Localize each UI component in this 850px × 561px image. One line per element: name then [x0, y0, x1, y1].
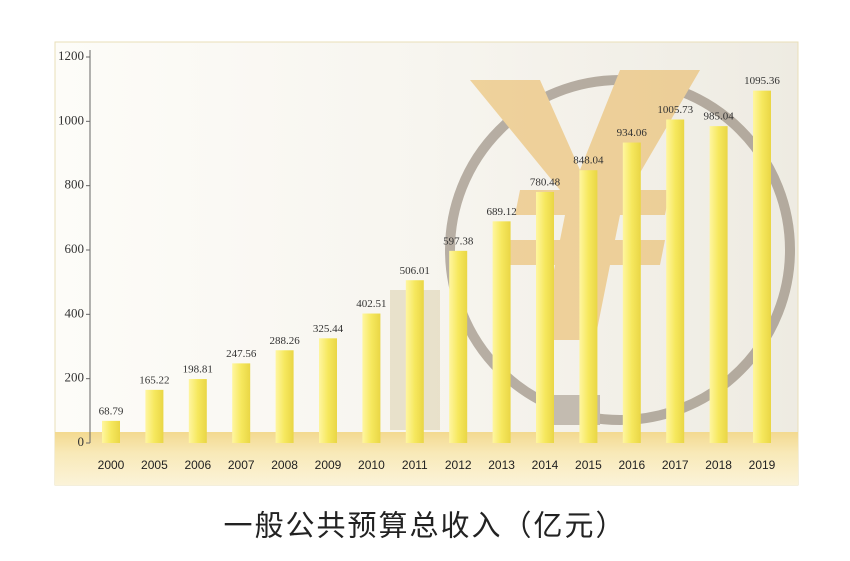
- value-label: 68.79: [99, 405, 124, 417]
- y-tick-label: 400: [65, 305, 85, 320]
- x-tick-label: 2019: [749, 458, 776, 472]
- x-tick-label: 2007: [228, 458, 255, 472]
- value-label: 985.04: [703, 111, 734, 123]
- x-tick-label: 2009: [315, 458, 342, 472]
- bar: [536, 191, 554, 443]
- x-tick-label: 2018: [705, 458, 732, 472]
- bar: [753, 90, 771, 443]
- x-tick-label: 2000: [98, 458, 125, 472]
- x-tick-label: 2012: [445, 458, 472, 472]
- x-tick-label: 2015: [575, 458, 602, 472]
- value-label: 597.38: [443, 235, 474, 247]
- bar: [622, 142, 641, 443]
- value-label: 288.26: [269, 335, 300, 347]
- bar: [145, 389, 164, 443]
- y-tick-label: 1000: [58, 112, 84, 127]
- x-tick-label: 2017: [662, 458, 689, 472]
- x-tick-label: 2013: [488, 458, 515, 472]
- y-tick-label: 200: [65, 370, 85, 385]
- bar: [709, 126, 728, 443]
- x-tick-label: 2010: [358, 458, 385, 472]
- value-label: 1095.36: [744, 75, 780, 87]
- y-tick-label: 0: [78, 434, 85, 449]
- value-label: 198.81: [183, 364, 213, 376]
- y-tick-label: 600: [65, 241, 85, 256]
- bar: [666, 119, 685, 444]
- value-label: 689.12: [486, 206, 516, 218]
- bar: [579, 170, 598, 443]
- value-label: 934.06: [617, 127, 648, 139]
- bar: [102, 420, 120, 443]
- bar: [449, 250, 468, 443]
- value-label: 780.48: [530, 176, 561, 188]
- x-tick-label: 2008: [271, 458, 298, 472]
- value-label: 165.22: [139, 374, 169, 386]
- y-tick-label: 800: [65, 177, 85, 192]
- x-tick-label: 2005: [141, 458, 168, 472]
- x-tick-label: 2014: [532, 458, 559, 472]
- y-tick-label: 1200: [58, 48, 84, 63]
- value-label: 506.01: [400, 265, 430, 277]
- x-tick-label: 2011: [402, 458, 428, 472]
- x-tick-label: 2006: [184, 458, 211, 472]
- value-label: 1005.73: [657, 104, 693, 116]
- bar: [405, 280, 424, 443]
- bar: [319, 338, 337, 443]
- value-label: 848.04: [573, 155, 604, 167]
- bar: [232, 363, 251, 443]
- chart-title: 一般公共预算总收入（亿元）: [223, 510, 626, 543]
- value-label: 325.44: [313, 323, 344, 335]
- bar: [362, 313, 381, 443]
- value-label: 247.56: [226, 348, 257, 360]
- bar: [492, 221, 511, 443]
- bar: [188, 379, 207, 443]
- value-label: 402.51: [356, 298, 386, 310]
- x-tick-label: 2016: [618, 458, 645, 472]
- bar: [275, 350, 294, 443]
